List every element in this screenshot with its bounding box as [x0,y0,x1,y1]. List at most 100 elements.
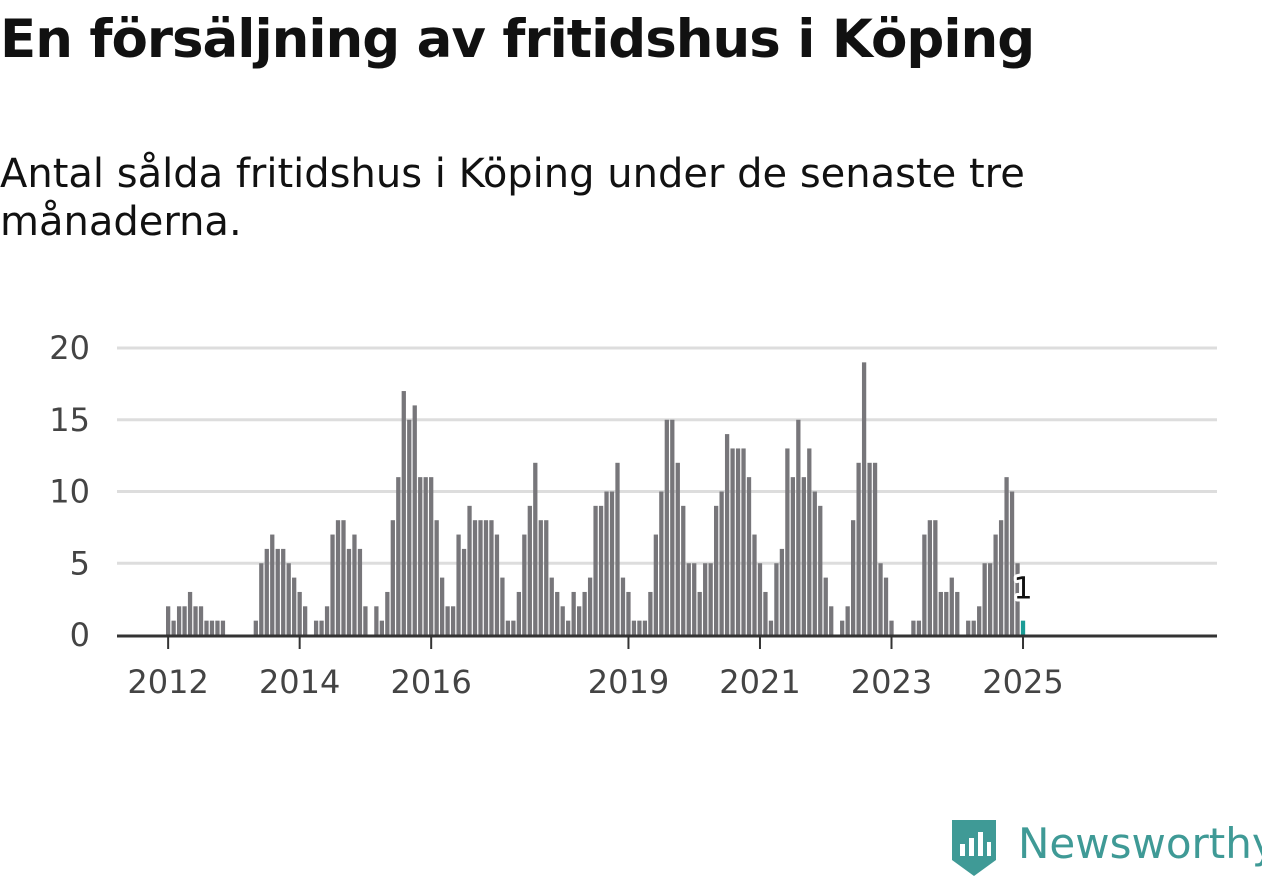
bar [916,620,922,635]
chart-title: En försäljning av fritidshus i Köping [0,9,1035,70]
bar-highlight [1020,620,1026,635]
bar [1015,563,1020,635]
bar [286,563,291,635]
bar [741,448,746,635]
bar [472,520,478,635]
bar [851,520,856,635]
bar [598,505,604,635]
bar [1004,477,1009,635]
bar [615,462,620,635]
bar [555,591,560,635]
bar [988,563,993,635]
bar [763,591,768,635]
bar [620,577,626,635]
value-label: 1 [1013,572,1032,607]
bar [631,620,637,635]
bar [330,534,335,635]
bar [478,520,483,635]
bar [977,606,982,635]
bar [757,563,763,635]
bar [374,606,379,635]
x-tick-label: 2021 [719,663,800,701]
bar [681,505,686,635]
bar [752,534,757,635]
bar [549,577,554,635]
bar [922,534,927,635]
bar [642,620,648,635]
bar [292,577,297,635]
bar [324,606,330,635]
y-tick-label: 5 [70,544,90,582]
x-tick-label: 2016 [390,663,471,701]
bar [303,606,308,635]
bar [335,520,341,635]
bar [566,620,571,635]
bar [774,563,779,635]
bar [840,620,845,635]
bar [182,606,187,635]
bar [889,620,894,635]
newsworthy-logo: Newsworthy [948,816,1262,878]
bar [648,591,653,635]
bar [604,491,609,635]
bar [653,534,658,635]
x-tick-label: 2023 [851,663,932,701]
bar [686,563,691,635]
bar [461,548,467,635]
bar [883,577,889,635]
bar [949,577,954,635]
bar [215,620,220,635]
bar [829,606,834,635]
bar [346,548,352,635]
bar [357,548,363,635]
bar [281,548,286,635]
bar [193,606,198,635]
bar [390,520,395,635]
bar [609,491,615,635]
bar [209,620,215,635]
y-tick-label: 10 [49,473,90,511]
bar [724,434,730,635]
x-tick-label: 2019 [588,663,669,701]
bar [423,477,428,635]
y-axis-ticks: 0 5 10 15 20 [49,329,90,654]
x-axis-ticks: 2012 2014 2016 2019 2021 2023 2025 [127,636,1064,701]
bar [456,534,461,635]
bar [801,477,806,635]
bar [708,563,713,635]
bar [516,591,521,635]
bar [927,520,932,635]
bar [533,462,538,635]
bar [719,491,724,635]
bar [818,505,823,635]
bar [176,606,182,635]
bar [982,563,987,635]
bar [735,448,741,635]
bar [407,419,412,635]
value-labels: 1 [1010,569,1035,610]
bar [396,477,401,635]
bar [993,534,998,635]
bar [779,548,785,635]
bar [166,606,171,635]
bar [434,520,439,635]
bar [878,563,883,635]
bar [171,620,176,635]
bar [538,520,543,635]
bar [440,577,445,635]
bar [714,505,719,635]
bar [319,620,324,635]
bar [966,620,971,635]
bar [297,591,302,635]
bar [270,534,275,635]
bar [812,491,817,635]
bar [429,477,434,635]
y-tick-label: 20 [49,329,90,367]
bar [861,362,867,635]
bar [204,620,209,635]
bar [511,620,516,635]
bar [955,591,960,635]
bar [823,577,828,635]
bar [796,419,801,635]
bar [571,591,576,635]
